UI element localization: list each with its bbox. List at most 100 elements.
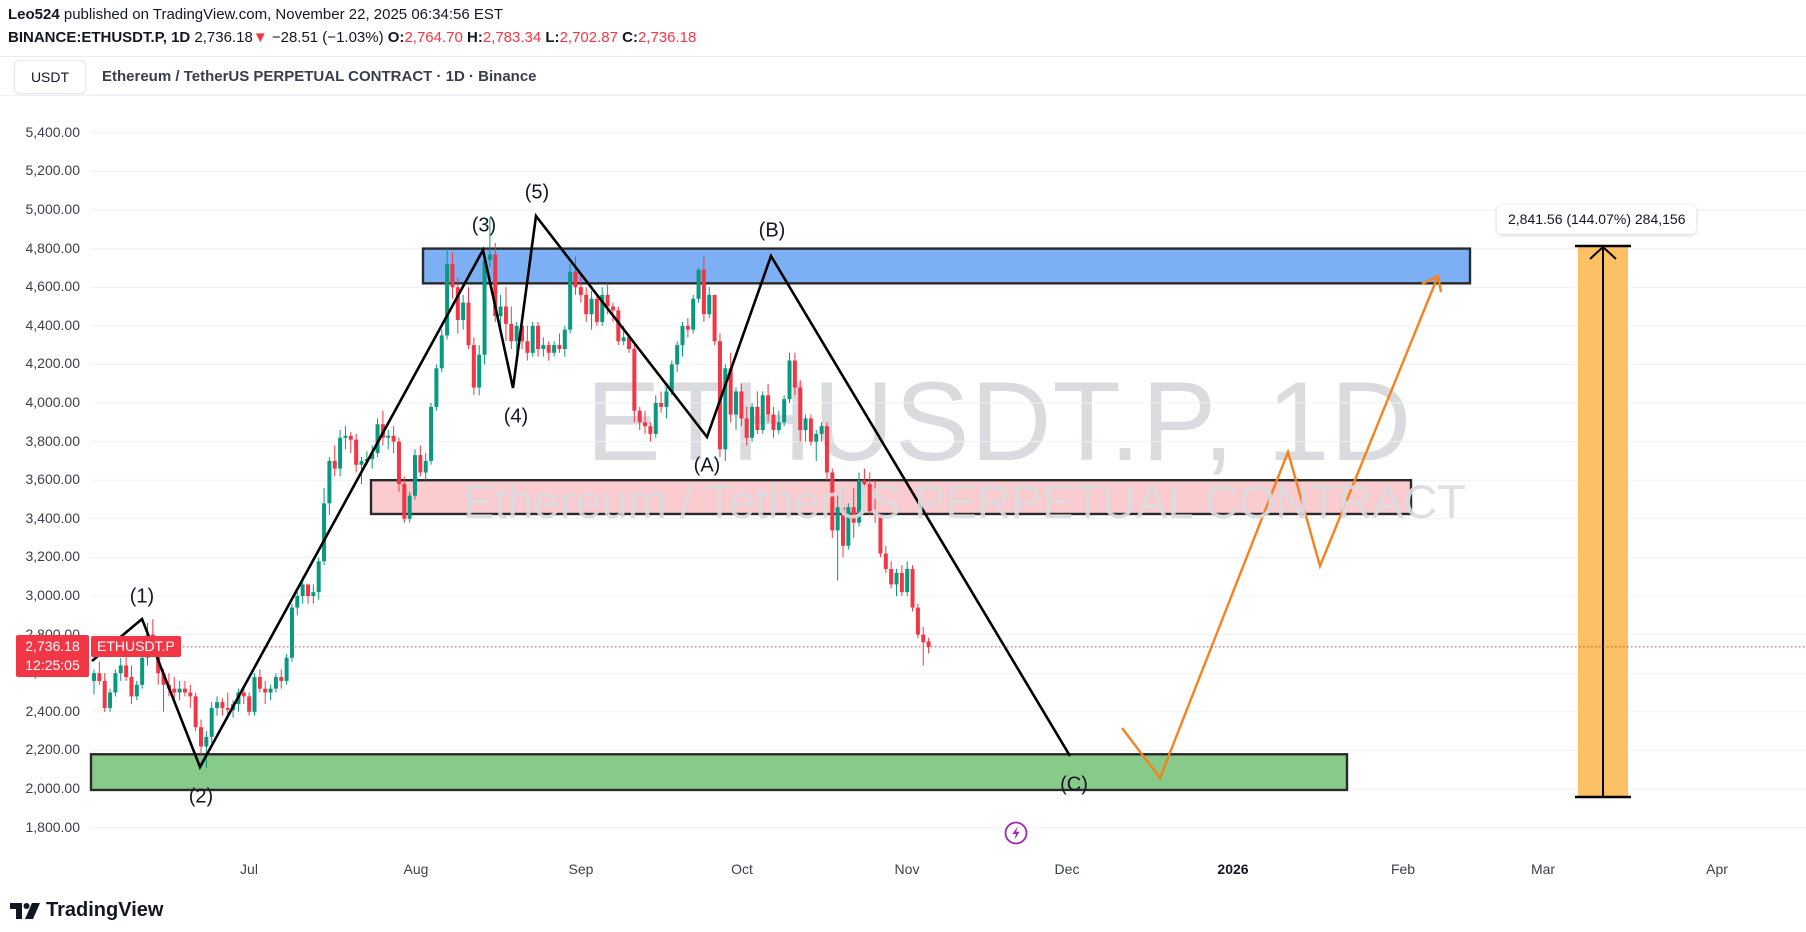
candle-body (455, 287, 460, 321)
candle-body (915, 607, 920, 635)
wave-label[interactable]: (3) (471, 214, 497, 237)
candle-body (530, 325, 535, 353)
price-tick-label: 5,000.00 (25, 201, 81, 217)
candle-body (851, 507, 856, 523)
candle-body (819, 426, 824, 434)
lightning-event-icon[interactable] (1004, 821, 1028, 845)
candle-body (348, 435, 353, 440)
candle-body (487, 254, 492, 261)
resistance-zone (421, 247, 1472, 285)
candle-body (289, 607, 294, 658)
candle-body (739, 391, 744, 419)
candle-body (734, 391, 738, 415)
candle-body (113, 673, 118, 693)
candle-body (771, 414, 776, 431)
candle-body (92, 673, 96, 681)
candle-body (637, 410, 642, 423)
price-tick-label: 5,200.00 (25, 162, 81, 179)
last-price: 2,736.18 (194, 29, 253, 46)
candle-body (209, 707, 214, 737)
candle-body (279, 677, 284, 681)
price-tick-label: 2,000.00 (25, 780, 81, 796)
chart-title: Ethereum / TetherUS PERPETUAL CONTRACT ·… (102, 68, 537, 85)
header-divider (0, 56, 1806, 57)
price-tick-label: 2,400.00 (25, 702, 81, 719)
candle-body (707, 294, 712, 315)
bar-countdown: 12:25:05 (25, 657, 80, 673)
candle-body (322, 503, 327, 562)
watermark-description: Ethereum / TetherUS PERPETUAL CONTRACT (463, 475, 1466, 528)
candle-body (439, 335, 444, 369)
candle-body (182, 688, 187, 693)
wave-label[interactable]: (2) (188, 785, 214, 808)
time-tick-label: Jul (240, 861, 258, 877)
candle-body (627, 337, 631, 349)
zone-boxes[interactable] (89, 247, 1472, 792)
candle-body (632, 348, 637, 411)
candle-body (97, 673, 102, 681)
measure-arrow-up-icon (1589, 245, 1617, 260)
candle-body (252, 677, 257, 712)
grid-lines (91, 93, 1806, 829)
candle-body (782, 399, 787, 423)
wave-label[interactable]: (A) (693, 454, 721, 477)
elliott-wave-path[interactable] (91, 212, 1072, 771)
open-label: O: (387, 29, 405, 46)
candle-body (386, 435, 391, 438)
candle-body (883, 553, 888, 569)
candle-body (220, 702, 225, 708)
time-tick-label: Oct (731, 861, 753, 877)
candle-body (188, 692, 193, 697)
currency-button[interactable]: USDT (14, 60, 86, 94)
wave-label[interactable]: (1) (129, 585, 155, 608)
candle-body (616, 310, 621, 342)
measure-tooltip: 2,841.56 (144.07%) 284,156 (1497, 205, 1697, 234)
candle-body (621, 337, 626, 342)
price-tick-label: 4,000.00 (25, 394, 81, 410)
candle-body (461, 302, 466, 321)
candle-body (814, 433, 819, 442)
candle-body (659, 403, 664, 407)
candle-body (396, 441, 401, 485)
candle-body (873, 511, 878, 515)
candle-body (134, 684, 139, 697)
candle-body (450, 264, 455, 288)
candle-body (514, 325, 519, 342)
symbol-badge: ETHUSDT.P (91, 636, 181, 657)
price-range-measure[interactable] (1575, 244, 1631, 799)
candle-body (841, 507, 845, 546)
candle-body (857, 480, 862, 523)
wave-label[interactable]: (B) (758, 219, 786, 242)
price-tick-label: 3,000.00 (25, 587, 81, 603)
price-tick-label: 4,200.00 (25, 355, 81, 372)
candle-body (359, 460, 364, 465)
author-name[interactable]: Leo524 (8, 6, 60, 23)
candle-body (557, 345, 562, 349)
candle-body (546, 345, 551, 353)
candle-body (584, 294, 589, 315)
candle-body (316, 561, 321, 593)
candle-body (600, 294, 605, 322)
low-label: L: (545, 29, 560, 46)
candle-body (728, 368, 733, 415)
toolbar-divider (0, 95, 1806, 96)
wave-label[interactable]: (C) (1060, 773, 1088, 796)
candle-body (648, 426, 653, 434)
candle-body (402, 484, 407, 519)
price-tick-label: 2,200.00 (25, 741, 81, 758)
candle-body (594, 298, 599, 322)
candle-body (225, 707, 230, 710)
candle-body (766, 395, 771, 415)
tradingview-logo[interactable]: TradingView (10, 899, 163, 922)
symbol-label: BINANCE:ETHUSDT.P, 1D (8, 29, 191, 46)
close-label: C: (622, 29, 638, 46)
time-tick-label: Aug (403, 861, 429, 877)
wave-label[interactable]: (5) (524, 181, 550, 204)
projection-path[interactable] (1121, 274, 1443, 781)
open-value: 2,764.70 (404, 29, 463, 46)
candle-body (589, 298, 594, 315)
candle-body (482, 260, 487, 355)
candle-body (910, 568, 915, 608)
wave-label[interactable]: (4) (503, 405, 529, 428)
